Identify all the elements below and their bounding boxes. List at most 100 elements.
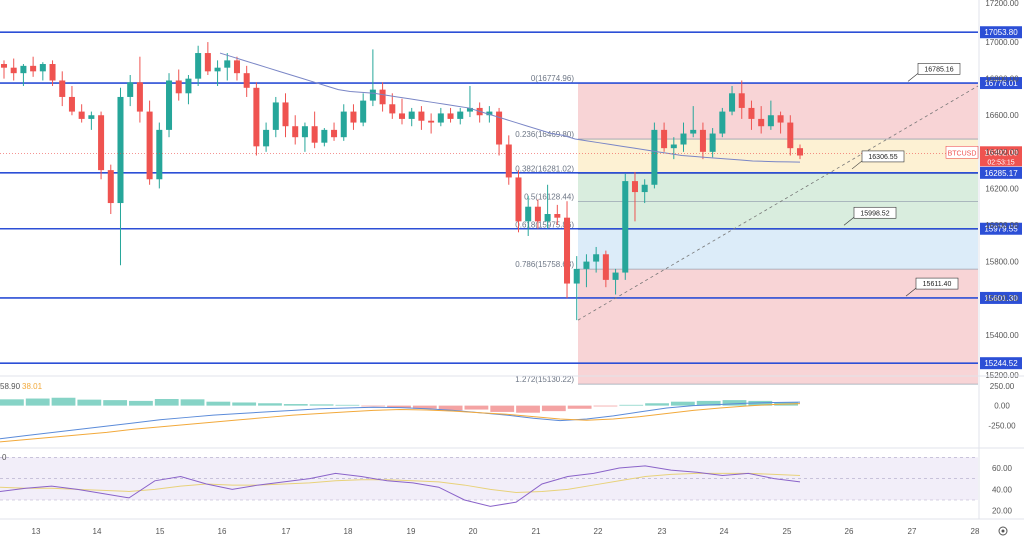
candle-body: [738, 93, 745, 108]
macd-tick-label: 250.00: [990, 382, 1015, 391]
fib-label: 0.618(15975.86): [515, 220, 574, 229]
x-tick-label: 25: [783, 527, 792, 536]
fib-zone: [578, 83, 978, 140]
candle-body: [787, 122, 794, 149]
candle-body: [680, 133, 687, 145]
candle-body: [117, 96, 124, 204]
candle-body: [233, 60, 240, 74]
candle-body: [670, 144, 677, 149]
candle-body: [20, 65, 27, 74]
candle-body: [49, 64, 56, 81]
macd-histogram-bar: [25, 398, 50, 406]
y-tick-label: 17000.00: [985, 38, 1019, 47]
last-price-tag: [980, 146, 1022, 167]
macd-histogram-bar: [206, 401, 231, 406]
macd-label-prefix: 58.90: [0, 382, 21, 391]
candle-body: [195, 53, 202, 79]
x-tick-label: 28: [971, 527, 980, 536]
candle-body: [428, 120, 435, 123]
candle-body: [107, 170, 114, 204]
candle-body: [544, 214, 551, 222]
macd-histogram-bar: [593, 405, 618, 407]
candle-body: [466, 107, 473, 112]
candle-body: [146, 111, 153, 180]
gear-ring: [998, 526, 1008, 536]
candle-body: [98, 115, 105, 171]
callout-pointer: [907, 73, 919, 82]
trendline: [577, 85, 979, 321]
level-label: 17053.80: [984, 28, 1018, 37]
macd-histogram-bar: [438, 405, 463, 411]
candle-body: [272, 102, 279, 130]
candle-body: [641, 184, 648, 193]
fib-zone: [578, 139, 978, 174]
candle-body: [631, 181, 638, 193]
candle-body: [331, 129, 338, 138]
candle-body: [729, 93, 736, 112]
candle-body: [156, 129, 163, 180]
callout-label: 15998.52: [860, 210, 889, 217]
level-tag: [980, 357, 1022, 370]
macd-histogram-bar: [0, 399, 24, 406]
macd-histogram-bar: [490, 405, 515, 412]
level-label: 16776.01: [984, 79, 1018, 88]
candle-body: [408, 111, 415, 119]
x-tick-label: 13: [32, 527, 41, 536]
candle-body: [175, 80, 182, 94]
x-tick-label: 15: [156, 527, 165, 536]
candle-body: [554, 214, 561, 218]
level-label: 15601.30: [984, 294, 1018, 303]
x-tick-label: 22: [594, 527, 603, 536]
macd-signal-line: [0, 403, 801, 443]
macd-histogram-bar: [361, 405, 386, 407]
macd-histogram-bar: [412, 405, 437, 409]
candle-body: [360, 100, 367, 123]
candle-body: [573, 268, 580, 284]
candle-body: [515, 177, 522, 222]
fib-label: 0.786(15758.63): [515, 260, 574, 269]
settings-icon[interactable]: [998, 526, 1008, 536]
candle-body: [748, 107, 755, 119]
candle-body: [398, 113, 406, 119]
y-tick-label: 17200.00: [985, 0, 1019, 8]
gear-hub: [1001, 529, 1005, 533]
candle-body: [758, 118, 765, 127]
candle-body: [505, 144, 512, 178]
candle-body: [564, 217, 571, 284]
candle-body: [68, 96, 75, 112]
macd-histogram-bar: [567, 405, 592, 409]
candle-body: [447, 113, 454, 119]
x-tick-label: 16: [218, 527, 227, 536]
x-tick-label: 14: [93, 527, 102, 536]
macd-histogram-bar: [335, 404, 360, 406]
candle-body: [127, 82, 134, 97]
macd-histogram-bar: [154, 399, 179, 406]
candle-body: [311, 126, 318, 143]
y-tick-label: 15600.00: [985, 294, 1019, 303]
candle-body: [651, 129, 658, 185]
macd-histogram-bar: [77, 399, 102, 406]
y-tick-label: 16200.00: [985, 184, 1019, 193]
rsi-ma-line: [0, 472, 801, 494]
x-tick-label: 27: [908, 527, 917, 536]
candle-body: [379, 89, 386, 105]
candle-body: [350, 111, 357, 123]
rsi-pane-label: 0: [2, 453, 7, 462]
rsi-line: [0, 465, 801, 507]
candle-body: [593, 254, 600, 262]
candle-body: [282, 102, 289, 127]
symbol-tag: [945, 145, 979, 159]
candle-body: [301, 126, 308, 138]
x-tick-label: 19: [407, 527, 416, 536]
x-tick-label: 23: [658, 527, 667, 536]
price-pane: 0(16774.96) 0.236(16469.80) 0.382(16281.02…: [0, 31, 979, 385]
candle-body: [583, 261, 590, 269]
macd-label-value: 38.01: [22, 382, 43, 391]
callout-box: [861, 150, 905, 163]
x-tick-label: 17: [282, 527, 291, 536]
candle-body: [496, 111, 503, 145]
rsi-tick-label: 20.00: [992, 507, 1013, 516]
candle-body: [185, 78, 192, 94]
candle-body: [612, 272, 619, 280]
macd-histogram-bar: [464, 405, 489, 410]
